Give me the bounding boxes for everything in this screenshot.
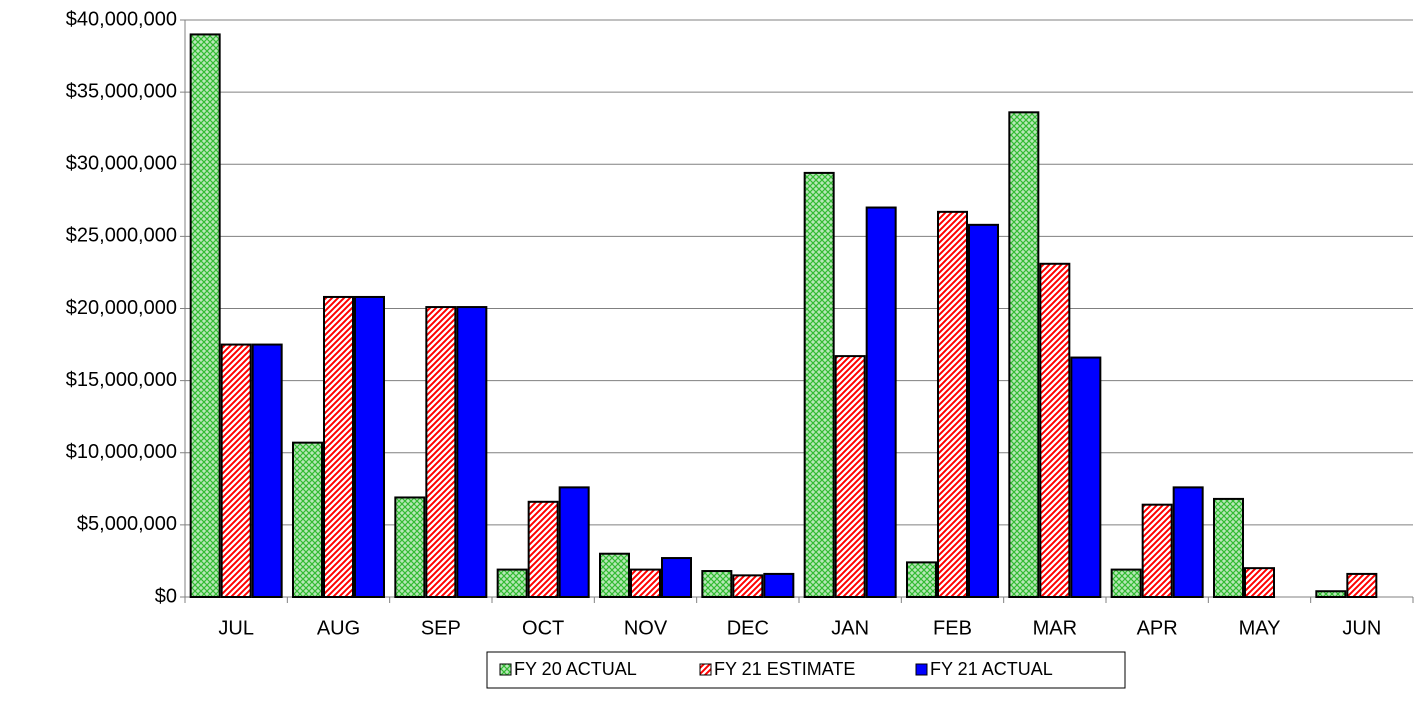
legend-swatch [499,663,512,676]
x-tick-label: FEB [933,617,972,639]
y-tick-label: $15,000,000 [66,369,177,391]
bar [292,441,323,598]
bar [1213,497,1244,598]
x-tick-label: JAN [831,617,869,639]
x-tick-label: DEC [727,617,769,639]
bar [323,295,354,598]
x-tick-label: MAY [1239,617,1281,639]
bar [937,210,968,598]
bar [834,355,866,599]
bar [906,561,937,599]
y-tick-label: $30,000,000 [66,153,177,175]
legend-label: FY 20 ACTUAL [514,659,637,679]
y-tick-label: $25,000,000 [66,225,177,247]
bar [1141,503,1173,598]
bar [1244,567,1275,599]
x-tick-label: MAR [1033,617,1077,639]
bar [803,171,835,598]
y-tick-label: $5,000,000 [77,513,177,535]
bar [599,552,630,598]
y-tick-label: $20,000,000 [66,297,177,319]
bar [865,206,897,598]
x-tick-label: AUG [317,617,360,639]
bar [630,568,661,599]
y-tick-label: $40,000,000 [66,8,177,30]
x-tick-label: SEP [421,617,461,639]
legend-swatch [699,663,712,676]
bar [968,223,999,599]
bar [394,496,426,598]
bar [1315,590,1347,598]
bar [1110,568,1142,599]
y-tick-label: $35,000,000 [66,80,177,102]
legend-box [486,651,1126,689]
bar [661,557,692,598]
bar [1008,111,1040,598]
legend-label: FY 21 ESTIMATE [714,659,855,679]
bar [456,306,488,598]
legend-label: FY 21 ACTUAL [930,659,1053,679]
bar [189,33,221,599]
bar [701,570,733,598]
x-tick-label: JUL [218,617,254,639]
bar [1172,486,1204,598]
bar [527,500,559,599]
x-tick-label: APR [1137,617,1178,639]
bar [1039,262,1071,598]
x-tick-label: NOV [624,617,668,639]
x-tick-label: JUN [1342,617,1381,639]
x-tick-label: OCT [522,617,564,639]
legend-swatch [915,663,928,676]
bar [732,574,764,598]
bar [496,568,528,599]
bar [558,486,590,598]
bar [1070,356,1102,599]
bar [1346,572,1378,598]
legend: FY 20 ACTUAL FY 21 ESTIMATE FY 21 ACTUAL [486,651,1126,689]
bar [763,572,795,598]
y-tick-label: $10,000,000 [66,441,177,463]
bar [354,295,385,598]
y-tick-label: $0 [155,585,177,607]
bar [220,343,252,598]
bar [425,306,457,598]
bar [251,343,283,598]
